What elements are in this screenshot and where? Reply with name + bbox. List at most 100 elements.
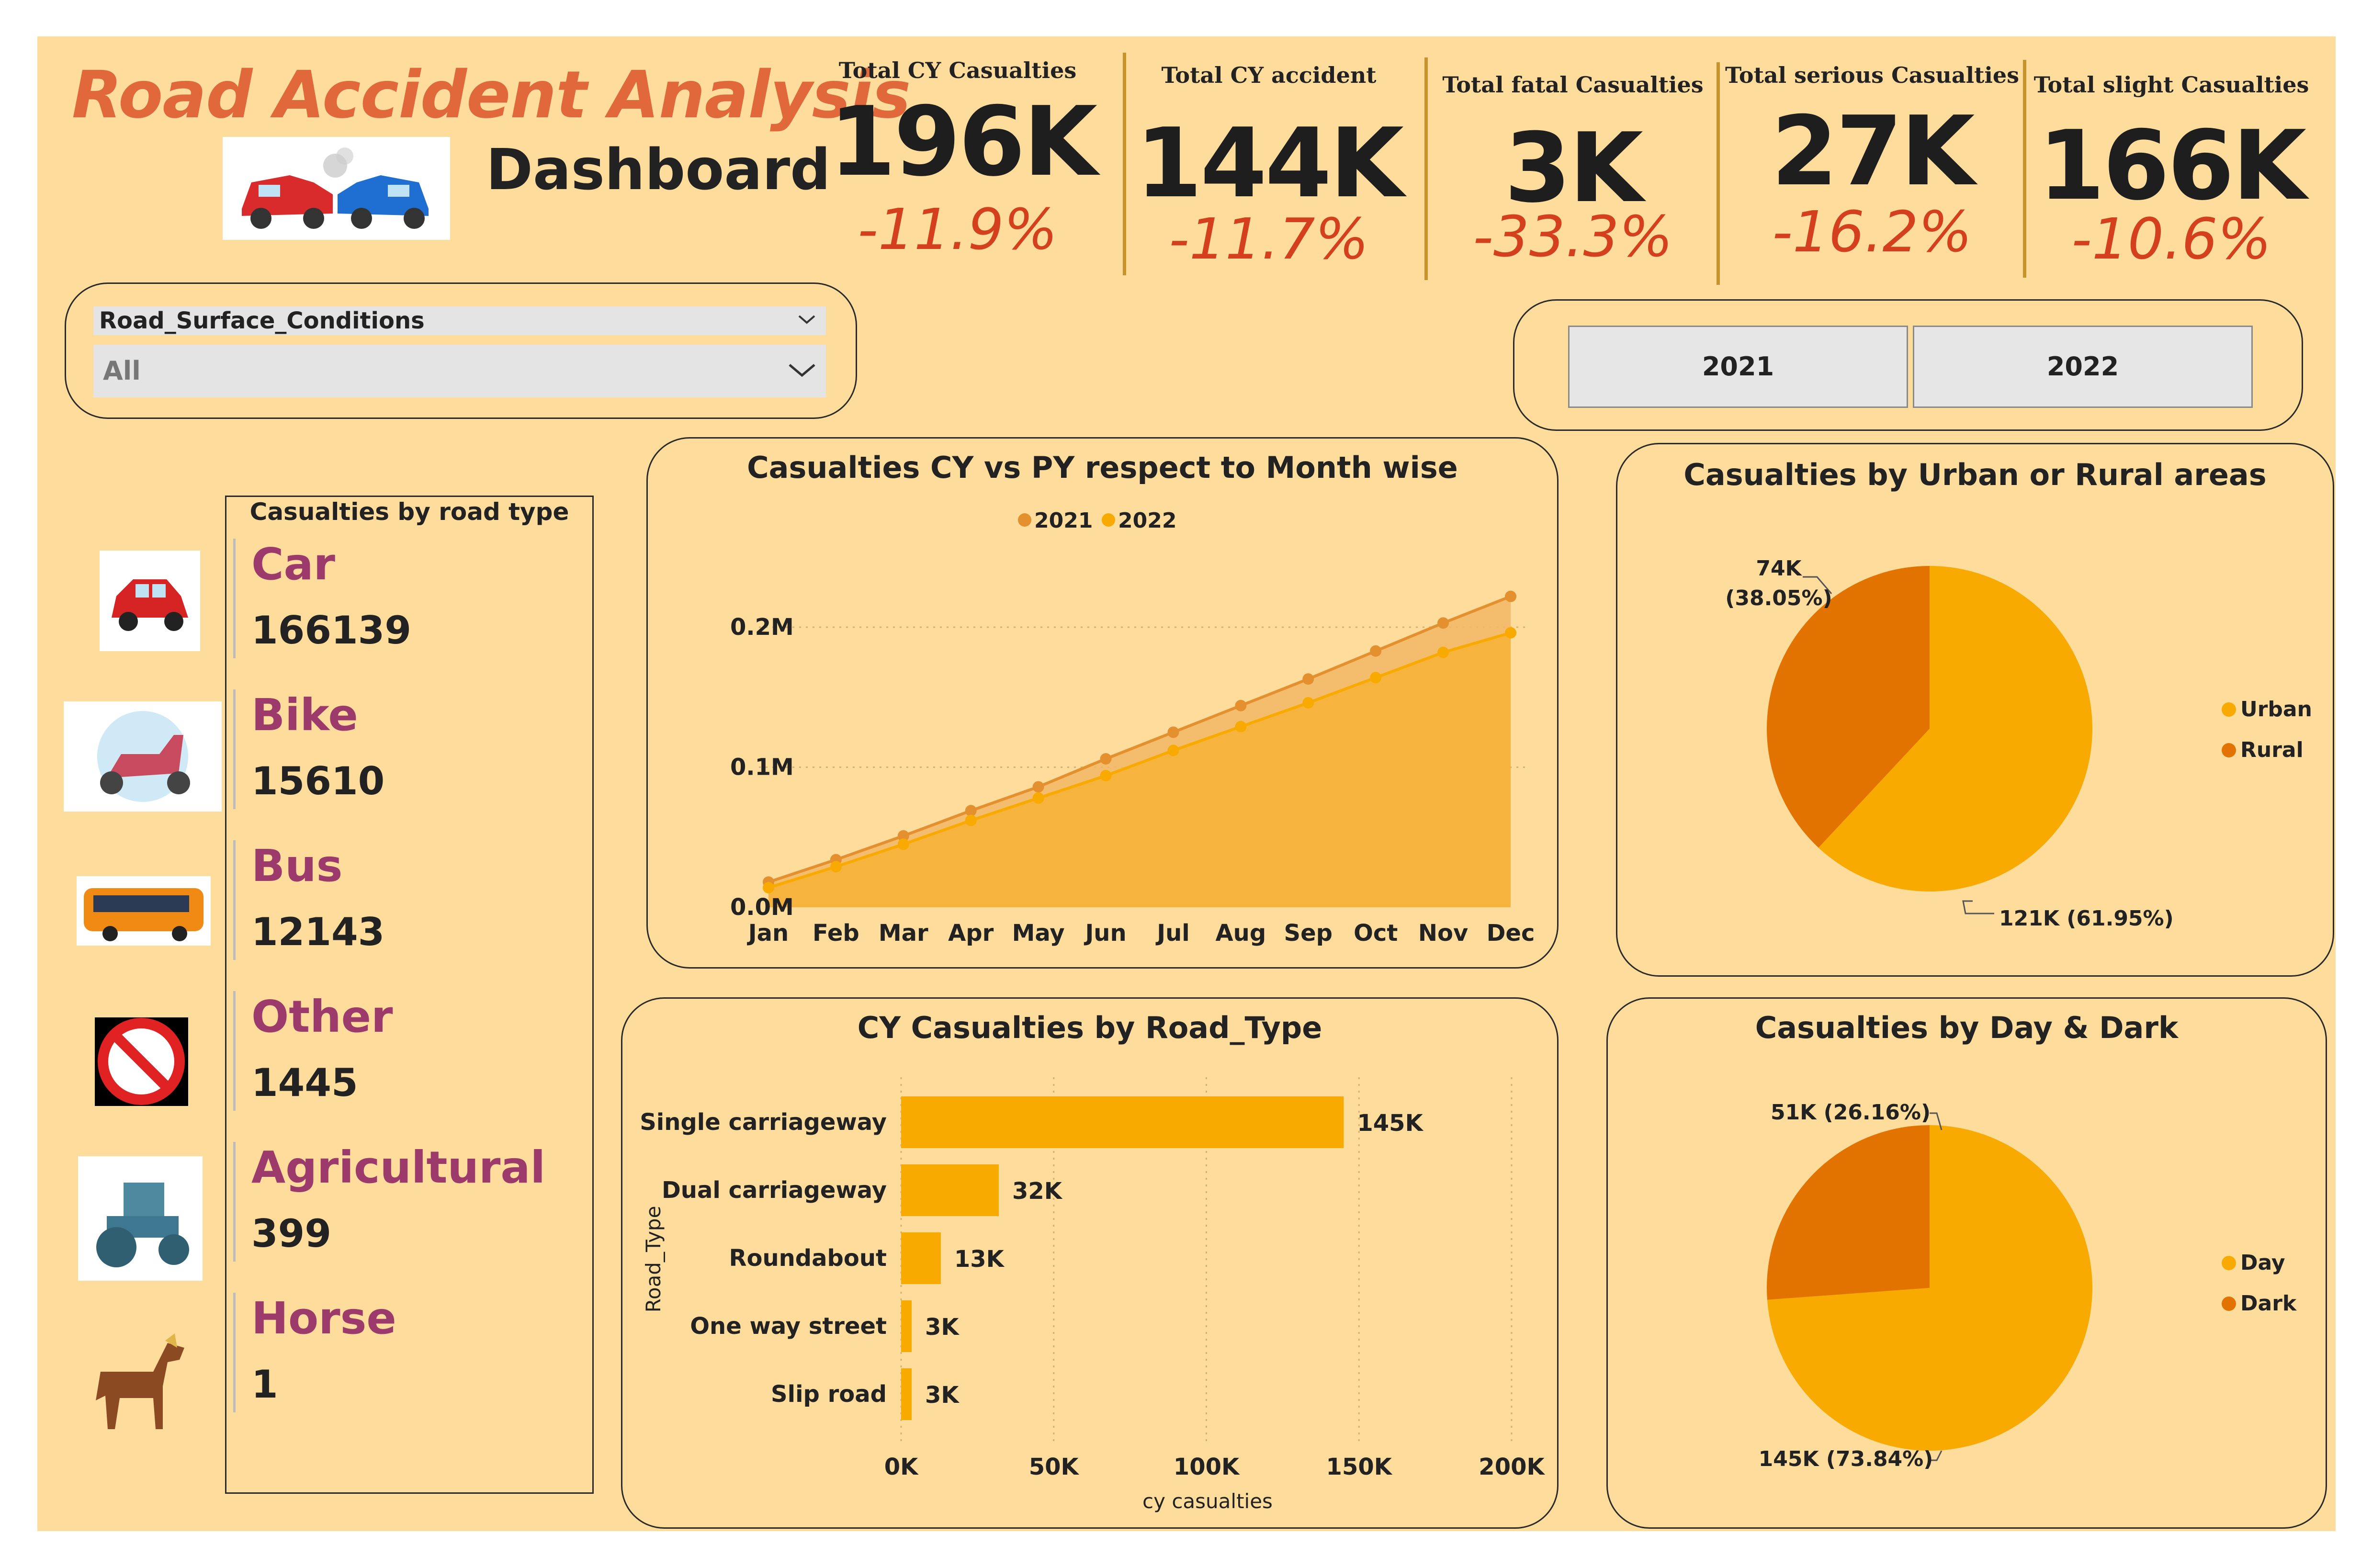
car-crash-image — [223, 137, 450, 240]
pie-data-label: 51K (26.16%) — [1771, 1100, 1931, 1125]
bar-data-label: 3K — [925, 1314, 960, 1341]
y-axis-title: Road_Type — [642, 1206, 665, 1313]
vehicle-value-bike: 15610 — [251, 759, 385, 803]
pie-slice-rural[interactable] — [1767, 566, 1930, 848]
slicer-title[interactable]: Road_Surface_Conditions — [93, 306, 826, 335]
point-2022-Jul[interactable] — [1167, 745, 1179, 756]
x-tick-label: Nov — [1418, 920, 1468, 947]
x-tick-label: Mar — [879, 920, 928, 947]
road-type-chart-title: CY Casualties by Road_Type — [857, 1010, 1322, 1045]
x-tick-label: Jun — [1084, 920, 1126, 947]
point-2022-Feb[interactable] — [830, 861, 842, 873]
pie-data-label: 121K (61.95%) — [1999, 906, 2174, 931]
year-button-2022[interactable]: 2022 — [1913, 326, 2253, 408]
point-2021-Aug[interactable] — [1235, 699, 1247, 711]
slicer-card — [65, 282, 857, 419]
point-2022-Dec[interactable] — [1505, 627, 1516, 639]
horse-icon — [72, 1314, 192, 1439]
pie-data-label: 145K (73.84%) — [1759, 1447, 1933, 1471]
point-2021-May[interactable] — [1032, 781, 1044, 793]
pie-slice-dark[interactable] — [1767, 1125, 1930, 1300]
year-button-2021[interactable]: 2021 — [1568, 326, 1908, 408]
point-2021-Mar[interactable] — [897, 830, 909, 842]
bar-one-way-street[interactable] — [901, 1300, 912, 1352]
x-tick-label: 0K — [884, 1454, 919, 1480]
point-2022-Aug[interactable] — [1235, 721, 1247, 733]
point-2022-Jan[interactable] — [763, 882, 774, 894]
kpi-change: -33.3% — [1473, 203, 1673, 270]
x-tick-label: Feb — [813, 920, 859, 947]
dropdown-selected-value: All — [103, 356, 141, 386]
legend-marker-day — [2222, 1256, 2236, 1270]
kpi-value: 144K — [1135, 108, 1404, 219]
chevron-down-icon[interactable] — [788, 345, 816, 415]
bar-single-carriageway[interactable] — [901, 1096, 1344, 1148]
point-2021-Jul[interactable] — [1167, 726, 1179, 738]
kpi-change: -10.6% — [2071, 206, 2271, 272]
kpi-value: 196K — [829, 86, 1097, 198]
legend-marker-2022 — [1102, 513, 1115, 527]
x-tick-label: Dec — [1487, 920, 1535, 947]
day-dark-pie: 145K (73.84%) 51K (26.16%) Day Dark — [1759, 1100, 2297, 1471]
y-tick-label: Dual carriageway — [662, 1177, 887, 1204]
y-tick-label: 0.1M — [730, 754, 794, 781]
kpi-change: -16.2% — [1772, 199, 1972, 265]
point-2022-May[interactable] — [1032, 792, 1044, 804]
kpi-divider — [1123, 53, 1126, 275]
bar-dual-carriageway[interactable] — [901, 1164, 999, 1216]
point-2022-Sep[interactable] — [1302, 697, 1314, 709]
vehicle-divider — [233, 689, 236, 809]
road-surface-dropdown[interactable]: All — [93, 345, 826, 397]
pie-slice-day[interactable] — [1767, 1125, 2092, 1451]
y-tick-label: One way street — [690, 1313, 887, 1340]
kpi-value: 3K — [1504, 113, 1643, 224]
bar-roundabout[interactable] — [901, 1232, 941, 1284]
point-2022-Oct[interactable] — [1370, 672, 1382, 684]
chevron-down-icon[interactable] — [797, 306, 816, 342]
scooter-icon — [64, 701, 222, 812]
point-2021-Nov[interactable] — [1437, 617, 1449, 629]
vehicle-label-horse: Horse — [251, 1293, 396, 1344]
vehicle-panel — [225, 496, 594, 1494]
vehicle-label-bus: Bus — [251, 840, 343, 891]
point-2022-Nov[interactable] — [1437, 646, 1449, 658]
kpi-change: -11.7% — [1169, 206, 1369, 272]
slicer-title-text: Road_Surface_Conditions — [99, 307, 425, 334]
year-slicer-card — [1513, 299, 2303, 431]
kpi-divider — [1717, 62, 1720, 285]
vehicle-label-bike: Bike — [251, 689, 358, 741]
bar-data-label: 3K — [925, 1382, 960, 1409]
kpi-value: 166K — [2038, 110, 2306, 222]
point-2021-Oct[interactable] — [1370, 645, 1382, 657]
point-2021-Dec[interactable] — [1505, 590, 1516, 602]
kpi-label: Total serious Casualties — [1725, 62, 2019, 88]
legend-label-dark: Dark — [2240, 1291, 2297, 1316]
point-2021-Jun[interactable] — [1100, 753, 1112, 765]
vehicle-divider — [233, 991, 236, 1111]
point-2021-Sep[interactable] — [1302, 673, 1314, 685]
legend-label-2021: 2021 — [1034, 508, 1093, 533]
vehicle-divider — [233, 1293, 236, 1412]
pie-slice-urban[interactable] — [1819, 566, 2092, 891]
bar-data-label: 13K — [954, 1246, 1005, 1273]
bar-slip-road[interactable] — [901, 1368, 912, 1420]
point-2022-Jun[interactable] — [1100, 770, 1112, 782]
point-2022-Apr[interactable] — [965, 814, 977, 826]
legend-marker-urban — [2222, 702, 2236, 717]
x-tick-label: Sep — [1284, 920, 1333, 947]
bus-icon — [77, 876, 211, 946]
y-tick-label: 0.0M — [730, 894, 794, 921]
vehicle-panel-title: Casualties by road type — [249, 498, 569, 526]
point-2022-Mar[interactable] — [897, 838, 909, 850]
vehicle-label-agricultural: Agricultural — [251, 1142, 545, 1193]
legend-label-urban: Urban — [2240, 697, 2312, 722]
legend-label-day: Day — [2240, 1251, 2285, 1275]
day-dark-card — [1606, 997, 2327, 1529]
area-2022 — [768, 632, 1511, 907]
vehicle-divider — [233, 1142, 236, 1262]
x-tick-label: 200K — [1479, 1454, 1545, 1480]
urban-rural-card — [1616, 443, 2334, 977]
x-tick-label: 150K — [1326, 1454, 1393, 1480]
line-2021 — [768, 595, 1512, 884]
point-2021-Apr[interactable] — [965, 805, 977, 817]
